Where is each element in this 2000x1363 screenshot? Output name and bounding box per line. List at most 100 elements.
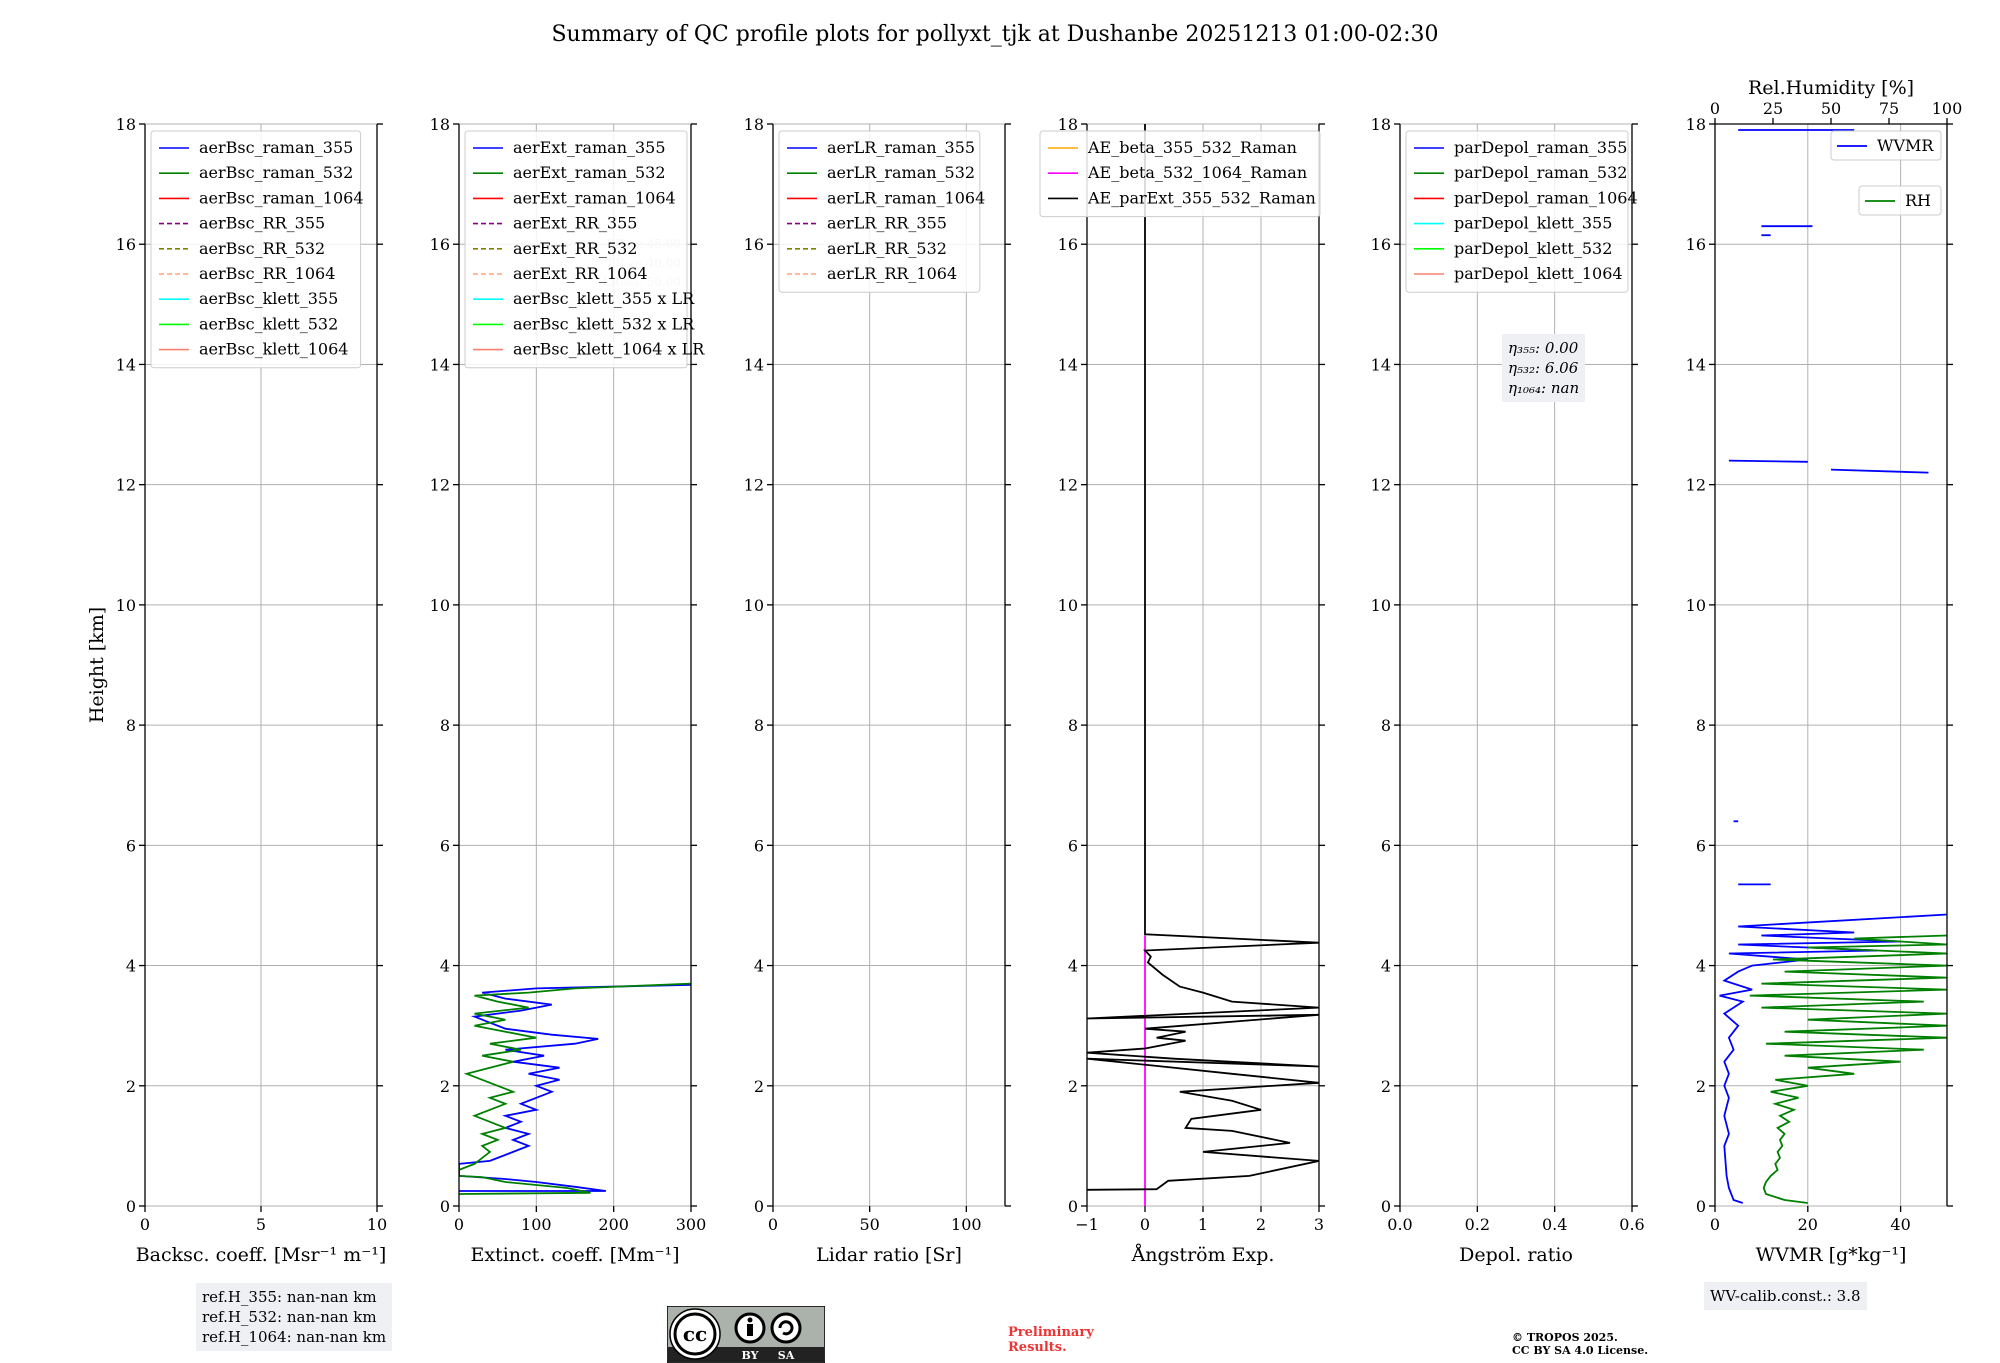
y-tick-label: 18 — [1371, 115, 1391, 134]
eta-1064: η₁₀₆₄: nan — [1508, 379, 1580, 397]
legend-label: aerLR_RR_355 — [827, 214, 947, 233]
x2-tick-label: 25 — [1763, 99, 1783, 118]
legend-label: aerLR_raman_532 — [827, 163, 975, 182]
y-tick-label: 0 — [126, 1197, 136, 1216]
legend-wvmr: WVMR — [1830, 130, 1942, 161]
y-tick-label: 14 — [430, 355, 450, 374]
y-tick-label: 4 — [754, 957, 764, 976]
wv-calib-box: WV-calib.const.: 3.8 — [1704, 1282, 1867, 1310]
y-tick-label: 10 — [1058, 596, 1078, 615]
ref-height-532: ref.H_532: nan-nan km — [202, 1308, 377, 1326]
preliminary-note: Preliminary Results. — [1008, 1325, 1094, 1355]
panel-backscatter: 0 2 4 6 8 10 12 14 16 18 0 5 10 Backsc. coeff. [Msr⁻¹… — [116, 115, 388, 1266]
y-tick-label: 4 — [440, 957, 450, 976]
legend: aerLR_raman_355 aerLR_raman_532 aerLR_rama… — [778, 130, 985, 293]
legend-label: aerExt_RR_355 — [513, 214, 637, 233]
legend-label: aerExt_raman_1064 — [513, 188, 676, 207]
sa-badge-text: SA — [778, 1349, 795, 1362]
x-tick-label: −1 — [1075, 1215, 1099, 1234]
y-tick-label: 16 — [1686, 235, 1706, 254]
x2-tick-label: 50 — [1821, 99, 1841, 118]
y-tick-label: 0 — [1381, 1197, 1391, 1216]
series-line-aerExt_raman_355 — [459, 983, 691, 1192]
y-tick-label: 8 — [754, 716, 764, 735]
legend-label: parDepol_klett_532 — [1454, 239, 1612, 258]
legend-label: aerBsc_raman_1064 — [199, 188, 364, 207]
y-tick-label: 10 — [430, 596, 450, 615]
y-tick-label: 14 — [116, 355, 136, 374]
x-tick-label: 300 — [676, 1215, 707, 1234]
x-tick-label: 200 — [598, 1215, 629, 1234]
y-tick-label: 14 — [1058, 355, 1078, 374]
y-tick-label: 16 — [1058, 235, 1078, 254]
y-tick-label: 2 — [1068, 1077, 1078, 1096]
legend: aerExt_raman_355 aerExt_raman_532 aerExt_r… — [464, 130, 705, 369]
y-tick-label: 10 — [1686, 596, 1706, 615]
y-tick-label: 12 — [744, 476, 764, 495]
legend-label: aerBsc_klett_355 — [199, 289, 338, 308]
series-line-RH — [1749, 934, 1947, 1204]
y-tick-label: 6 — [440, 836, 450, 855]
legend-label: aerBsc_klett_1064 x LR — [513, 340, 705, 359]
legend-label: aerBsc_raman_355 — [199, 138, 353, 157]
legend-label: aerBsc_RR_532 — [199, 239, 325, 258]
x-tick-label: 5 — [256, 1215, 266, 1234]
y-tick-label: 18 — [1058, 115, 1078, 134]
figure-title: Summary of QC profile plots for pollyxt_… — [551, 22, 1439, 47]
legend-label: aerBsc_klett_355 x LR — [513, 289, 695, 308]
legend: AE_beta_355_532_Raman AE_beta_532_1064_Ra… — [1039, 130, 1321, 218]
y-tick-label: 8 — [1068, 716, 1078, 735]
ref-height-1064: ref.H_1064: nan-nan km — [202, 1328, 387, 1346]
x-tick-label: 0 — [140, 1215, 150, 1234]
legend-label: aerExt_raman_355 — [513, 138, 666, 157]
cc-badge-text: cc — [683, 1322, 707, 1346]
legend-label: AE_beta_532_1064_Raman — [1087, 163, 1307, 182]
legend-label: AE_parExt_355_532_Raman — [1087, 188, 1316, 207]
x-tick-label: 0.6 — [1619, 1215, 1644, 1234]
x2-tick-label: 75 — [1879, 99, 1899, 118]
y-tick-label: 0 — [754, 1197, 764, 1216]
legend: aerBsc_raman_355 aerBsc_raman_532 aerBsc_r… — [150, 130, 364, 369]
x-tick-label: 0 — [768, 1215, 778, 1234]
x-axis-label: Ångström Exp. — [1131, 1244, 1275, 1266]
reference-height-box: ref.H_355: nan-nan km ref.H_532: nan-nan… — [196, 1283, 393, 1351]
series-line-WVMR — [1719, 913, 1947, 1204]
y-tick-label: 14 — [1371, 355, 1391, 374]
y-tick-label: 8 — [126, 716, 136, 735]
x-tick-label: 20 — [1798, 1215, 1818, 1234]
legend-label: aerBsc_klett_532 — [199, 314, 338, 333]
legend-label: aerExt_RR_532 — [513, 239, 637, 258]
x-tick-label: 100 — [951, 1215, 982, 1234]
y-tick-label: 2 — [440, 1077, 450, 1096]
x-tick-label: 0.2 — [1465, 1215, 1490, 1234]
ref-height-355: ref.H_355: nan-nan km — [202, 1288, 377, 1306]
y-tick-label: 2 — [1696, 1077, 1706, 1096]
x2-tick-label: 100 — [1932, 99, 1963, 118]
x-tick-label: 0 — [1710, 1215, 1720, 1234]
y-tick-label: 16 — [430, 235, 450, 254]
y-tick-label: 6 — [1381, 836, 1391, 855]
x-axis-label: Extinct. coeff. [Mm⁻¹] — [470, 1244, 679, 1266]
legend-label: aerBsc_klett_532 x LR — [513, 314, 695, 333]
legend-frame — [1405, 130, 1629, 293]
y-axis-label: Height [km] — [86, 607, 108, 723]
y-tick-label: 2 — [754, 1077, 764, 1096]
legend-label: aerExt_raman_532 — [513, 163, 666, 182]
x-tick-label: 0.0 — [1387, 1215, 1412, 1234]
y-tick-label: 4 — [1068, 957, 1078, 976]
y-tick-label: 8 — [1381, 716, 1391, 735]
legend-frame — [150, 130, 362, 369]
y-tick-label: 8 — [1696, 716, 1706, 735]
y-tick-label: 10 — [1371, 596, 1391, 615]
by-badge-text: BY — [742, 1349, 759, 1362]
legend-label: aerLR_RR_532 — [827, 239, 947, 258]
legend-label: aerBsc_RR_355 — [199, 214, 325, 233]
x-tick-label: 40 — [1890, 1215, 1910, 1234]
y-tick-label: 2 — [126, 1077, 136, 1096]
legend-label: parDepol_klett_1064 — [1454, 264, 1623, 283]
y-tick-label: 18 — [430, 115, 450, 134]
legend-label: aerBsc_raman_532 — [199, 163, 353, 182]
copyright-line-2: CC BY SA 4.0 License. — [1512, 1344, 1649, 1357]
legend-frame — [1039, 130, 1321, 218]
